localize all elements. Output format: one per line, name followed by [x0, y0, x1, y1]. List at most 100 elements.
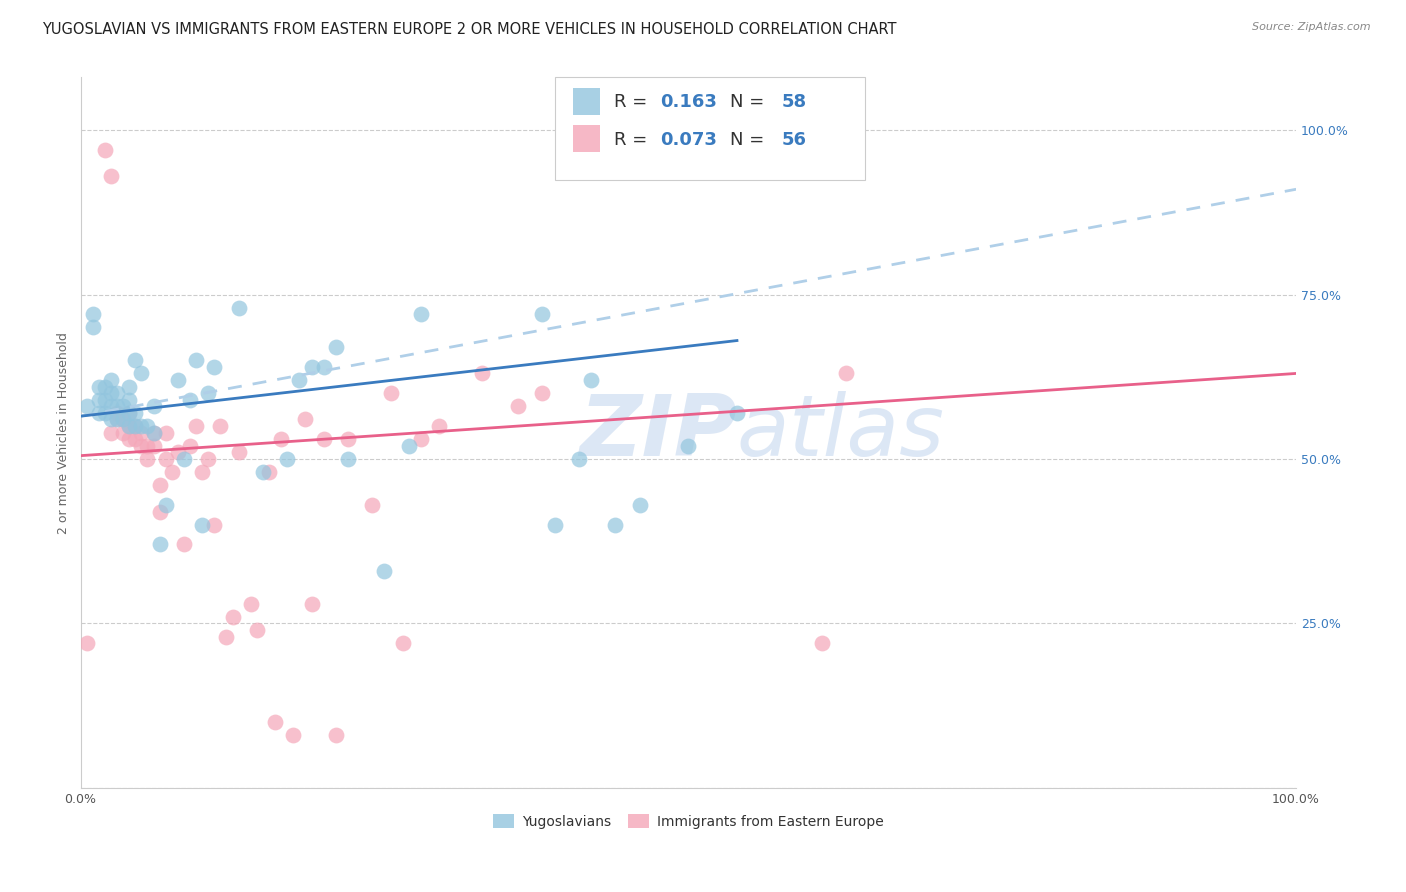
Point: [82, 320, 104, 334]
Point: [427, 419, 450, 434]
Legend: Yugoslavians, Immigrants from Eastern Europe: Yugoslavians, Immigrants from Eastern Eu…: [488, 808, 890, 834]
Point: [87, 379, 110, 393]
Point: [94, 392, 117, 407]
Point: [257, 465, 280, 479]
Point: [118, 392, 141, 407]
Point: [87, 392, 110, 407]
Point: [391, 636, 413, 650]
Point: [124, 432, 146, 446]
Point: [531, 307, 554, 321]
Point: [725, 406, 748, 420]
Text: 0.163: 0.163: [661, 94, 717, 112]
Point: [76, 400, 98, 414]
Point: [202, 517, 225, 532]
Point: [579, 373, 602, 387]
Point: [105, 406, 128, 420]
Bar: [572, 125, 599, 152]
Point: [337, 432, 360, 446]
Point: [373, 564, 395, 578]
Point: [184, 419, 207, 434]
Text: 56: 56: [782, 131, 807, 149]
Bar: [572, 88, 599, 115]
Point: [155, 425, 177, 440]
Text: N =: N =: [730, 131, 769, 149]
Point: [197, 452, 219, 467]
Point: [215, 630, 238, 644]
Point: [398, 439, 420, 453]
Point: [568, 452, 591, 467]
Point: [105, 412, 128, 426]
Text: atlas: atlas: [737, 391, 945, 475]
Point: [264, 714, 287, 729]
Point: [82, 307, 104, 321]
Point: [191, 465, 214, 479]
Point: [228, 445, 250, 459]
Point: [276, 452, 298, 467]
Point: [100, 386, 122, 401]
Text: ZIP: ZIP: [579, 391, 737, 475]
Point: [142, 400, 165, 414]
Point: [179, 392, 201, 407]
Point: [105, 400, 128, 414]
Point: [136, 452, 159, 467]
Point: [246, 623, 269, 637]
Point: [149, 478, 172, 492]
Point: [543, 517, 565, 532]
Point: [112, 412, 135, 426]
Text: 58: 58: [782, 94, 807, 112]
Point: [270, 432, 292, 446]
Point: [283, 728, 305, 742]
FancyBboxPatch shape: [554, 78, 865, 180]
Point: [221, 609, 243, 624]
Point: [294, 412, 316, 426]
Point: [131, 419, 153, 434]
Point: [409, 432, 432, 446]
Text: R =: R =: [614, 94, 654, 112]
Point: [361, 498, 384, 512]
Point: [409, 307, 432, 321]
Text: 0.073: 0.073: [661, 131, 717, 149]
Point: [112, 400, 135, 414]
Point: [100, 425, 122, 440]
Point: [136, 419, 159, 434]
Point: [94, 143, 117, 157]
Point: [87, 406, 110, 420]
Point: [149, 537, 172, 551]
Point: [325, 728, 347, 742]
Point: [811, 636, 834, 650]
Text: YUGOSLAVIAN VS IMMIGRANTS FROM EASTERN EUROPE 2 OR MORE VEHICLES IN HOUSEHOLD CO: YUGOSLAVIAN VS IMMIGRANTS FROM EASTERN E…: [42, 22, 897, 37]
Point: [124, 406, 146, 420]
Point: [118, 419, 141, 434]
Point: [118, 432, 141, 446]
Point: [605, 517, 627, 532]
Point: [131, 425, 153, 440]
Point: [173, 452, 195, 467]
Text: Source: ZipAtlas.com: Source: ZipAtlas.com: [1253, 22, 1371, 32]
Point: [239, 597, 262, 611]
Point: [179, 439, 201, 453]
Point: [678, 439, 700, 453]
Y-axis label: 2 or more Vehicles in Household: 2 or more Vehicles in Household: [58, 332, 70, 533]
Point: [301, 359, 323, 374]
Point: [124, 419, 146, 434]
Point: [100, 400, 122, 414]
Point: [471, 367, 494, 381]
Point: [100, 169, 122, 183]
Point: [155, 452, 177, 467]
Point: [835, 367, 858, 381]
Point: [131, 367, 153, 381]
Point: [380, 386, 402, 401]
Point: [142, 439, 165, 453]
Point: [628, 498, 651, 512]
Point: [149, 505, 172, 519]
Point: [118, 379, 141, 393]
Point: [124, 419, 146, 434]
Point: [228, 301, 250, 315]
Point: [191, 517, 214, 532]
Point: [118, 419, 141, 434]
Point: [173, 537, 195, 551]
Point: [166, 373, 188, 387]
Point: [209, 419, 232, 434]
Point: [124, 353, 146, 368]
Point: [184, 353, 207, 368]
